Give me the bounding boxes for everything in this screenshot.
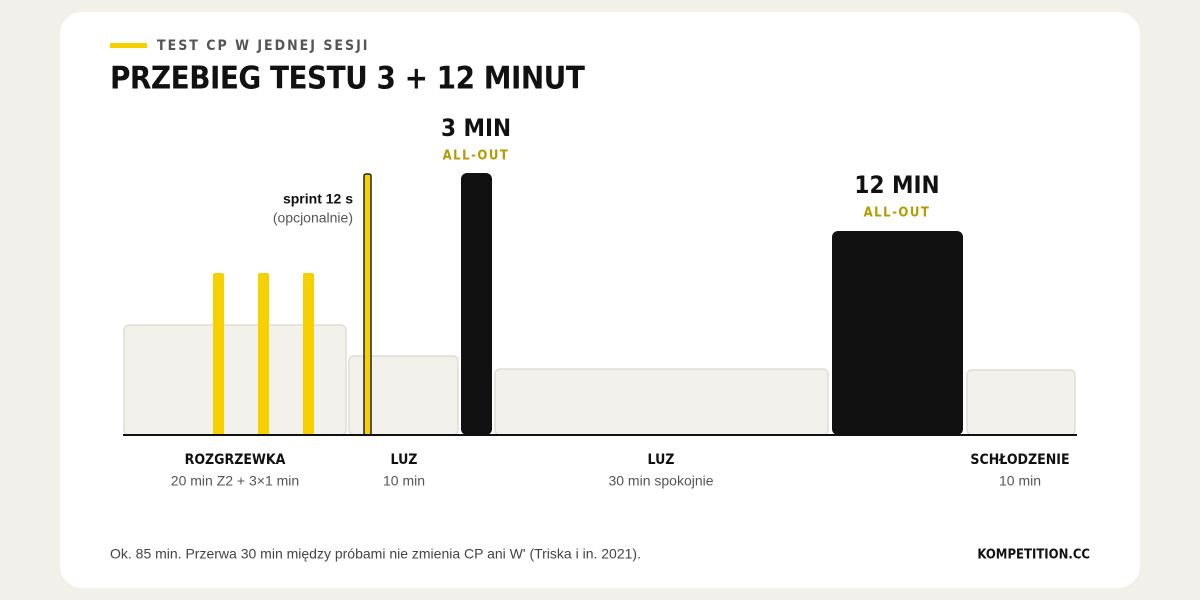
title: PRZEBIEG TESTU 3 + 12 MINUT (110, 61, 585, 97)
eyebrow-accent (110, 43, 147, 48)
footer-note: Ok. 85 min. Przerwa 30 min między próbam… (110, 546, 641, 562)
annotation-title: sprint 12 s (283, 191, 353, 207)
interval-bar (258, 273, 269, 435)
effort-bar-12min (832, 231, 963, 435)
cooldown-block (966, 369, 1076, 436)
phase-label: LUZ (391, 452, 418, 468)
annotation-subtitle: ALL-OUT (864, 206, 931, 221)
interval-bar (213, 273, 224, 435)
annotation-title: 3 MIN (441, 114, 511, 142)
phase-detail: 20 min Z2 + 3×1 min (171, 473, 299, 489)
effort-bar-3min (461, 173, 492, 435)
brand: KOMPETITION.CC (977, 548, 1090, 563)
phase-detail: 10 min (999, 473, 1041, 489)
sprint-bar (363, 173, 372, 436)
phase-detail: 10 min (383, 473, 425, 489)
eyebrow: TEST CP W JEDNEJ SESJI (157, 38, 369, 54)
phase-label: LUZ (648, 452, 675, 468)
phase-detail: 30 min spokojnie (608, 473, 713, 489)
interval-bar (303, 273, 314, 435)
annotation-subtitle: ALL-OUT (443, 149, 510, 164)
phase-label: SCHŁODZENIE (970, 452, 1069, 468)
card (60, 12, 1140, 588)
phase-label: ROZGRZEWKA (185, 452, 286, 468)
annotation-title: 12 MIN (854, 171, 939, 199)
rest-block (494, 368, 829, 436)
annotation-subtitle: (opcjonalnie) (273, 210, 353, 226)
